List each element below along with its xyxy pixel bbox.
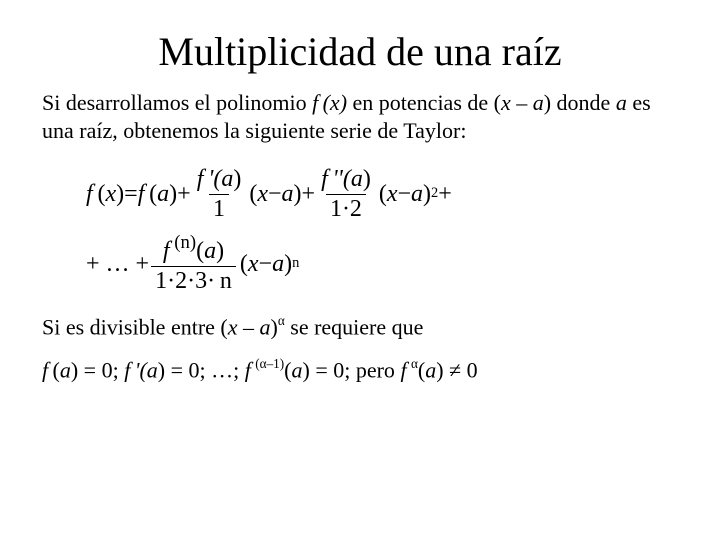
eq-frac1-den: 1 — [209, 194, 229, 223]
p3-zero: 0 — [461, 357, 478, 382]
eq-frac-n: f (n)(a) 1·2·3· n — [151, 233, 236, 295]
eq-frac1-num: f '(a) — [193, 166, 246, 194]
eq-frac-1: f '(a) 1 — [193, 166, 246, 223]
eq-lead: + … + — [86, 251, 149, 278]
eq-fa-a: a — [157, 181, 169, 208]
p1-fx: f (x) — [312, 90, 347, 115]
p3-sup-alpha: α — [411, 356, 418, 371]
p3-close2: ) = 0; …; — [158, 357, 245, 382]
p3-close-final: ) — [436, 357, 449, 382]
eq-xa2-open: ( — [379, 181, 387, 208]
eq-line-1: f (x) = f (a) + f '(a) 1 (x − a) + f ''(… — [86, 166, 678, 223]
p1-a: a — [533, 90, 544, 115]
taylor-equation: f (x) = f (a) + f '(a) 1 (x − a) + f ''(… — [86, 166, 678, 295]
eq-plus1: + — [177, 181, 191, 208]
p2-t1: Si es divisible entre ( — [42, 314, 228, 339]
eq-line-2: + … + f (n)(a) 1·2·3· n (x − a)n — [86, 233, 678, 295]
p2-a: a — [260, 314, 271, 339]
p3-neq: ≠ — [449, 357, 461, 382]
p3-a: a — [60, 357, 71, 382]
eq-x: x — [105, 181, 116, 208]
slide-title: Multiplicidad de una raíz — [42, 28, 678, 75]
eq-xan-open: ( — [240, 251, 248, 278]
p2-close: ) — [271, 314, 278, 339]
p3-open2: ( — [284, 357, 291, 382]
eq-fa-close: ) — [169, 181, 177, 208]
p2-minus: – — [238, 314, 260, 339]
p3-a4: a — [425, 357, 436, 382]
p1-t1: Si desarrollamos el polinomio — [42, 90, 312, 115]
p2-t2: se requiere que — [285, 314, 424, 339]
p3-a2: a — [147, 357, 158, 382]
p3-a3: a — [292, 357, 303, 382]
p1-a2: a — [616, 90, 627, 115]
p2-alpha: α — [278, 313, 285, 328]
eq-fracn-den: 1·2·3· n — [151, 266, 236, 295]
p2-x: x — [228, 314, 238, 339]
p3-fal: f — [245, 357, 256, 382]
p1-minus: – — [511, 90, 533, 115]
p3-f: f — [42, 357, 53, 382]
eq-equals: = — [124, 181, 138, 208]
paragraph-2: Si es divisible entre (x – a)α se requie… — [42, 313, 678, 342]
eq-fa-f: f — [138, 181, 149, 208]
p3-close1: ) = 0; — [71, 357, 124, 382]
p1-x: x — [501, 90, 511, 115]
p1-t3: ) donde — [544, 90, 616, 115]
slide: Multiplicidad de una raíz Si desarrollam… — [0, 0, 720, 540]
eq-close: ) — [116, 181, 124, 208]
paragraph-1: Si desarrollamos el polinomio f (x) en p… — [42, 89, 678, 144]
eq-frac2-den: 1·2 — [326, 194, 366, 223]
eq-f: f — [86, 181, 97, 208]
p3-open: ( — [53, 357, 60, 382]
p3-falpha: f — [400, 357, 411, 382]
eq-fa-open: ( — [149, 181, 157, 208]
paragraph-3: f (a) = 0; f '(a) = 0; …; f (α–1)(a) = 0… — [42, 356, 678, 385]
eq-frac2-num: f ''(a) — [317, 166, 375, 194]
p3-close3: ) = 0; pero — [303, 357, 401, 382]
p3-fprime: f '( — [124, 357, 147, 382]
eq-frac-2: f ''(a) 1·2 — [317, 166, 375, 223]
eq-pown: n — [292, 255, 299, 272]
eq-pow2: 2 — [431, 185, 438, 202]
eq-plus2: + — [302, 181, 316, 208]
p1-t2: en potencias de ( — [347, 90, 501, 115]
eq-fracn-num: f (n)(a) — [159, 233, 228, 266]
eq-trailing-plus1: + — [438, 181, 452, 208]
p3-sup-alm1: (α–1) — [255, 356, 284, 371]
